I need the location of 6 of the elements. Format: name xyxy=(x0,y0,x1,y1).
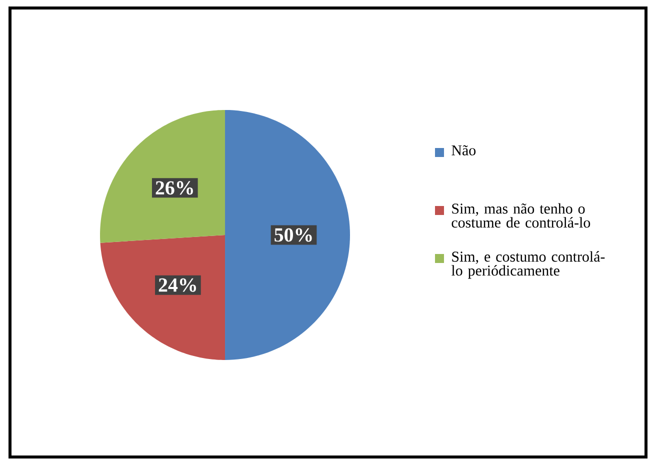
data-label: 50% xyxy=(274,228,312,242)
legend-label: Não xyxy=(452,145,476,156)
data-label: 26% xyxy=(156,181,193,195)
legend-label: Sim, e costumo controlá-lo periódicamente xyxy=(452,251,605,279)
legend-label: Sim, mas não tenho o costume de controlá-lo xyxy=(452,203,590,228)
data-label: 24% xyxy=(158,278,196,292)
